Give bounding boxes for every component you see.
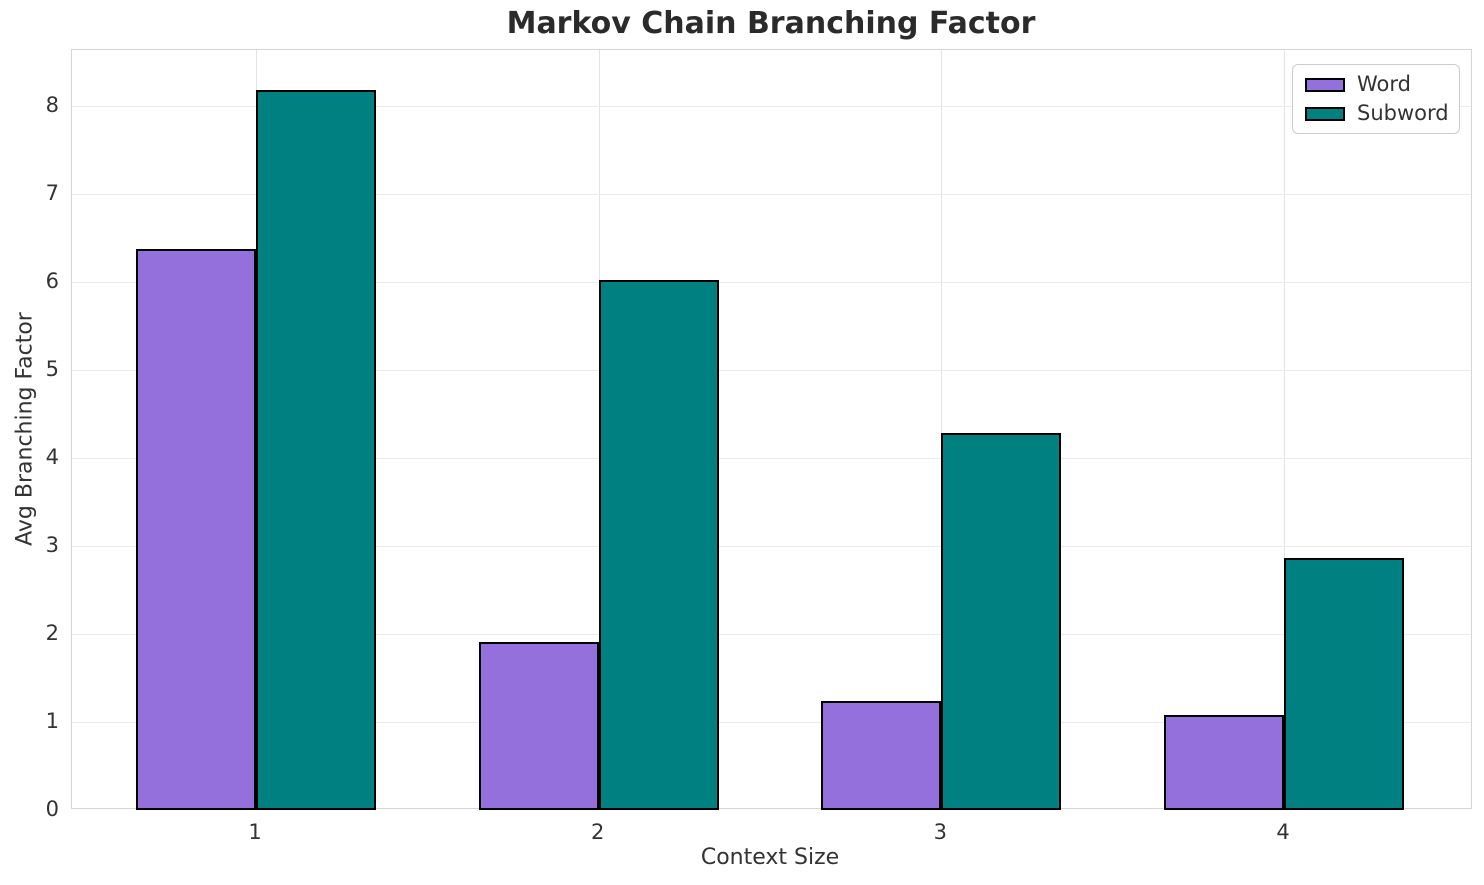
y-tick-label: 1 [45,709,59,734]
y-tick-label: 0 [45,797,59,821]
plot-area [71,49,1472,810]
y-tick-label: 7 [45,181,59,206]
x-tick-label: 3 [933,820,948,844]
legend-label-subword: Subword [1357,101,1449,126]
horizontal-gridline [72,458,1471,460]
vertical-gridline [1284,50,1285,808]
legend: Word Subword [1292,64,1460,135]
x-tick-label: 4 [1276,820,1290,844]
y-axis-label: Avg Branching Factor [12,312,38,546]
bar-subword-1 [256,90,376,810]
y-tick-label: 4 [45,445,59,470]
y-tick-label: 5 [45,357,59,382]
x-tick-label: 2 [590,820,605,844]
legend-item-word: Word [1305,72,1447,96]
horizontal-gridline [72,546,1471,548]
bar-word-4 [1164,715,1284,810]
horizontal-gridline [72,370,1471,372]
y-tick-label: 3 [45,533,59,558]
legend-label-word: Word [1357,72,1411,96]
vertical-gridline [941,50,943,808]
bar-word-2 [478,641,599,810]
bar-word-3 [821,700,942,810]
legend-swatch-subword [1305,106,1345,121]
bar-subword-2 [598,280,719,810]
legend-swatch-word [1305,77,1345,92]
bar-word-1 [136,248,256,810]
x-tick-label: 1 [248,820,262,844]
horizontal-gridline [72,634,1471,636]
horizontal-gridline [72,722,1471,724]
horizontal-gridline [72,106,1471,108]
chart-title: Markov Chain Branching Factor [506,6,1036,41]
y-tick-label: 8 [45,93,59,118]
bar-subword-3 [941,432,1062,810]
y-tick-label: 2 [45,621,59,646]
y-tick-label: 6 [45,269,59,294]
bar-subword-4 [1284,557,1404,810]
horizontal-gridline [72,282,1471,284]
horizontal-gridline [72,194,1471,196]
legend-item-subword: Subword [1305,101,1449,126]
x-axis-label: Context Size [700,845,840,870]
